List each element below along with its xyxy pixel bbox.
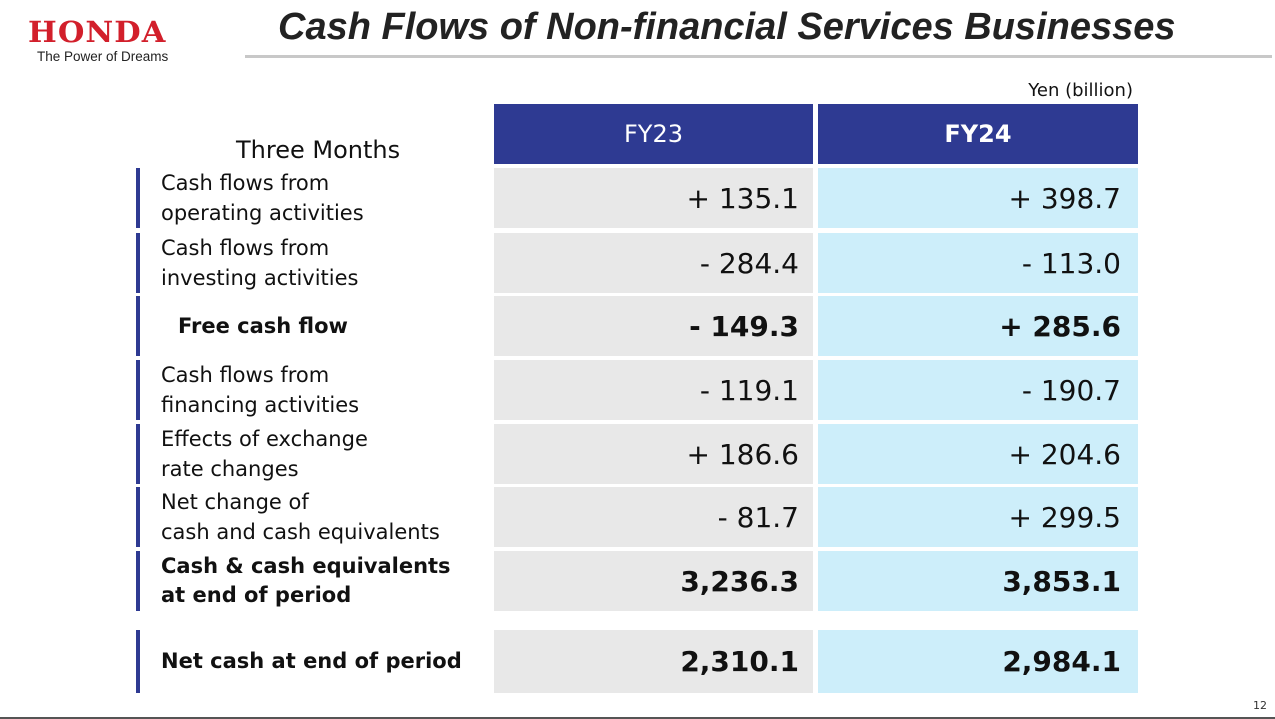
cell-fy23: + 135.1 — [494, 168, 813, 228]
cell-fy23: - 81.7 — [494, 487, 813, 547]
row-label-line1: Cash flows from — [161, 171, 330, 195]
title-divider — [245, 55, 1272, 58]
row-label-line2: rate changes — [161, 457, 299, 481]
column-header-fy24: FY24 — [818, 104, 1138, 164]
table-row-operating: Cash flows from operating activities + 13… — [0, 168, 1275, 228]
cell-fy24: + 398.7 — [818, 168, 1138, 228]
cell-fy24: + 285.6 — [818, 296, 1138, 356]
row-label-line1: Net cash at end of period — [161, 649, 462, 673]
honda-logo: HONDA The Power of Dreams — [28, 18, 218, 65]
row-accent-bar — [136, 551, 140, 611]
row-label: Effects of exchange rate changes — [161, 424, 481, 484]
row-label: Cash flows from operating activities — [161, 168, 481, 228]
cell-fy24: 3,853.1 — [818, 551, 1138, 611]
column-header-fy23: FY23 — [494, 104, 813, 164]
row-label: Free cash flow — [178, 296, 498, 356]
row-label-line2: at end of period — [161, 583, 352, 607]
table-row-cash-end: Cash & cash equivalents at end of period … — [0, 551, 1275, 611]
row-accent-bar — [136, 424, 140, 484]
period-label: Three Months — [236, 136, 401, 164]
row-label-line1: Cash flows from — [161, 236, 330, 260]
row-accent-bar — [136, 296, 140, 356]
row-label: Cash flows from investing activities — [161, 233, 481, 293]
table-row-investing: Cash flows from investing activities - 28… — [0, 233, 1275, 293]
cell-fy24: - 190.7 — [818, 360, 1138, 420]
table-row-exchange: Effects of exchange rate changes + 186.6 … — [0, 424, 1275, 484]
row-label-line1: Effects of exchange — [161, 427, 368, 451]
row-accent-bar — [136, 168, 140, 228]
row-accent-bar — [136, 233, 140, 293]
cell-fy23: 3,236.3 — [494, 551, 813, 611]
row-label-line2: operating activities — [161, 201, 364, 225]
row-label-line1: Cash flows from — [161, 363, 330, 387]
page-title: Cash Flows of Non-financial Services Bus… — [278, 6, 1176, 48]
footer-divider — [0, 717, 1275, 719]
cell-fy24: + 299.5 — [818, 487, 1138, 547]
cell-fy23: - 149.3 — [494, 296, 813, 356]
row-label: Net cash at end of period — [161, 630, 481, 693]
cell-fy24: + 204.6 — [818, 424, 1138, 484]
table-row-financing: Cash flows from financing activities - 11… — [0, 360, 1275, 420]
cell-fy23: + 186.6 — [494, 424, 813, 484]
row-label-line2: financing activities — [161, 393, 360, 417]
brand-name: HONDA — [28, 15, 167, 49]
cell-fy24: 2,984.1 — [818, 630, 1138, 693]
row-label: Cash & cash equivalents at end of period — [161, 551, 481, 611]
row-accent-bar — [136, 630, 140, 693]
table-row-net-cash: Net cash at end of period 2,310.1 2,984.… — [0, 630, 1275, 693]
cell-fy23: 2,310.1 — [494, 630, 813, 693]
row-label: Cash flows from financing activities — [161, 360, 481, 420]
page-number: 12 — [1253, 699, 1267, 712]
row-accent-bar — [136, 487, 140, 547]
row-label-line1: Free cash flow — [178, 313, 348, 338]
cell-fy23: - 119.1 — [494, 360, 813, 420]
row-accent-bar — [136, 360, 140, 420]
cell-fy23: - 284.4 — [494, 233, 813, 293]
row-label: Net change of cash and cash equivalents — [161, 487, 481, 547]
unit-label: Yen (billion) — [1028, 80, 1133, 101]
row-label-line1: Net change of — [161, 490, 309, 514]
row-label-line2: cash and cash equivalents — [161, 520, 440, 544]
brand-tagline: The Power of Dreams — [37, 49, 169, 64]
cell-fy24: - 113.0 — [818, 233, 1138, 293]
row-label-line1: Cash & cash equivalents — [161, 554, 451, 578]
table-row-net-change: Net change of cash and cash equivalents -… — [0, 487, 1275, 547]
table-row-free-cash-flow: Free cash flow - 149.3 + 285.6 — [0, 296, 1275, 356]
row-label-line2: investing activities — [161, 266, 359, 290]
